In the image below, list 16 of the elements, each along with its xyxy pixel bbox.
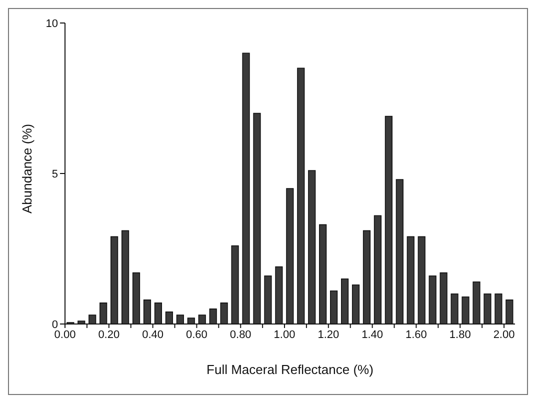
x-axis-title: Full Maceral Reflectance (%)	[206, 362, 374, 377]
x-tick-label: 0.80	[230, 328, 252, 341]
y-axis-title: Abundance (%)	[20, 124, 35, 214]
y-tick-label: 0	[52, 318, 58, 331]
x-tick-label: 1.00	[274, 328, 296, 341]
x-tick-label: 1.80	[449, 328, 471, 341]
y-tick-label: 5	[52, 168, 58, 180]
y-tick-label: 10	[46, 18, 58, 30]
x-tick-label: 0.20	[98, 328, 120, 341]
x-tick-label: 0.00	[54, 328, 76, 341]
x-tick-label: 1.60	[406, 328, 427, 341]
x-tick-label: 1.20	[318, 328, 340, 341]
x-tick-label: 0.60	[186, 328, 208, 341]
x-tick-label: 1.40	[362, 328, 384, 341]
x-tick-label: 0.40	[142, 328, 164, 341]
x-tick-label: 2.00	[493, 328, 515, 341]
